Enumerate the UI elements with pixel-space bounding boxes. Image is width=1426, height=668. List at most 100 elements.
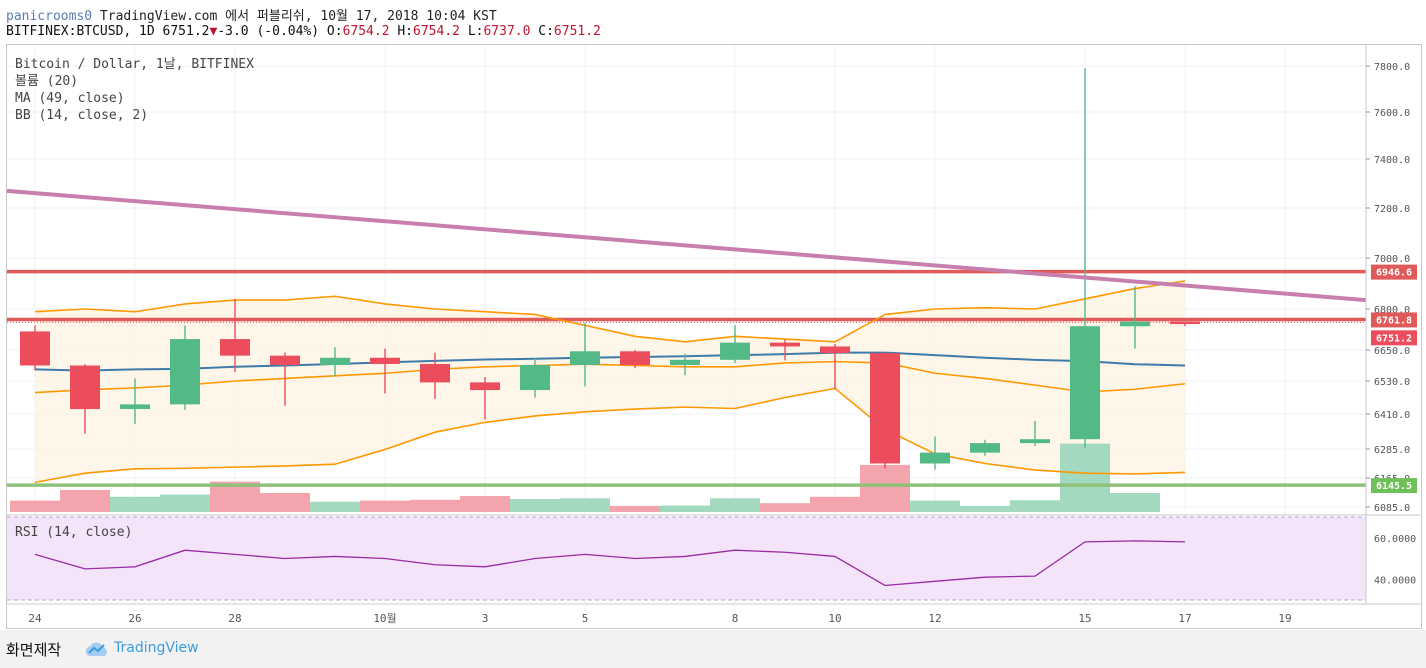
price-tick-label-7: 6530.0 [1374,377,1410,388]
brand-name[interactable]: TradingView [114,640,199,656]
rsi-tick-label-1: 40.0000 [1374,575,1416,586]
down-arrow-icon: ▼ [209,24,218,39]
volume-bar-1 [60,489,110,512]
ma-49-line [34,351,1186,372]
made-label: 화면제작 [6,641,62,659]
ohlc-3-key: C: [538,24,554,39]
candle-body-6 [320,357,350,365]
rsi-legend: RSI (14, close) [15,525,132,540]
price-tick-label-4: 7000.0 [1374,254,1410,265]
price-tick-label-2: 7400.0 [1374,155,1410,166]
candle-body-9 [470,382,500,391]
trendline [6,188,1367,303]
chart-header: panicrooms0 TradingView.com 에서 퍼블리쉬, 10월… [0,0,1426,44]
x-tick-label-5: 5 [582,612,589,625]
volume-bar-2 [110,496,160,512]
volume-bar-18 [910,500,960,512]
candle-body-20 [1020,439,1050,444]
price-label-box-1 [1371,312,1417,328]
ohlc-2-key: L: [467,24,484,39]
candle-body-2 [120,404,150,410]
x-tick-label-4: 3 [482,612,489,625]
candle-body-22 [1120,321,1150,327]
candle-body-17 [870,353,900,464]
price-label-box-0 [1371,264,1417,280]
price-tick-label-5: 6800.0 [1374,305,1410,316]
price-label-text-3: 6145.5 [1376,481,1412,492]
ohlc-2-value: 6737.0 [483,24,531,39]
price-tick-label-6: 6650.0 [1374,346,1410,357]
x-tick-label-6: 8 [732,612,739,625]
x-tick-label-11: 19 [1278,612,1291,625]
volume-bars [10,443,1160,512]
candle-body-0 [20,331,50,366]
price-tick-label-9: 6285.0 [1374,445,1410,456]
price-label-text-1: 6761.8 [1376,315,1412,326]
bb-middle-line [34,360,1186,394]
author-name[interactable]: panicrooms0 [6,9,93,24]
volume-bar-12 [610,505,660,512]
bollinger-lines [34,280,1186,484]
cloud-logo-icon [85,642,107,656]
candle-body-14 [720,342,750,360]
volume-bar-20 [1010,500,1060,512]
symbol-line: BITFINEX:BTCUSD, 1D 6751.2▼-3.0 (-0.04%)… [6,24,601,39]
legend-line-3: BB (14, close, 2) [15,108,148,123]
candle-body-13 [670,359,700,365]
descending-trendline [6,188,1367,303]
volume-bar-9 [460,496,510,512]
volume-bar-22 [1110,493,1160,512]
publish-text: TradingView.com 에서 퍼블리쉬, 10월 17, 2018 10… [99,9,497,24]
price-label-box-2 [1371,330,1417,346]
candle-body-1 [70,365,100,410]
ohlc-1-value: 6754.2 [413,24,460,39]
legend-line-2: MA (49, close) [15,91,125,106]
volume-bar-8 [410,499,460,512]
x-tick-label-7: 10 [828,612,841,625]
candle-body-5 [270,355,300,365]
change-text: -3.0 (-0.04%) [217,24,320,39]
volume-bar-5 [260,493,310,512]
volume-bar-6 [310,501,360,512]
volume-bar-11 [560,498,610,512]
x-tick-label-9: 15 [1078,612,1091,625]
horizontal-lines [7,269,1366,487]
candle-body-12 [620,351,650,365]
bb-upper-line [34,280,1186,343]
price-tick-label-3: 7200.0 [1374,204,1410,215]
volume-bar-0 [10,500,60,512]
candle-body-15 [770,342,800,347]
volume-bar-19 [960,505,1010,512]
candle-body-4 [220,339,250,356]
volume-bar-3 [160,494,210,512]
price-label-box-3 [1371,478,1417,494]
candle-body-10 [520,364,550,391]
price-tick-label-1: 7600.0 [1374,108,1410,119]
candle-body-21 [1070,326,1100,440]
publish-line: panicrooms0 TradingView.com 에서 퍼블리쉬, 10월… [6,5,497,24]
candles [20,68,1200,470]
symbol-text: BITFINEX:BTCUSD, 1D 6751.2 [6,24,210,39]
axes: 7800.0 7600.0 7400.0 7200.0 7000.0 6800.0 6650… [7,45,1420,625]
rsi-background [7,517,1366,600]
moving-average-line [34,351,1186,372]
rsi-panel [7,514,1420,601]
price-tick-label-11: 6085.0 [1374,503,1410,514]
ohlc-0-key: O: [326,24,343,39]
x-tick-label-2: 28 [228,612,241,625]
volume-bar-14 [710,498,760,512]
x-tick-label-1: 26 [128,612,141,625]
ohlc-1-key: H: [397,24,414,39]
chart-legend: Bitcoin / Dollar, 1날, BITFINEX 볼륨 (20) M… [15,57,254,540]
candle-body-16 [820,346,850,354]
footer: 화면제작 TradingView [0,630,1426,668]
volume-bar-7 [360,500,410,512]
legend-line-0: Bitcoin / Dollar, 1날, BITFINEX [15,57,254,72]
candle-body-19 [970,443,1000,453]
ohlc-3-value: 6751.2 [553,24,601,39]
rsi-line [34,540,1186,587]
volume-bar-21 [1060,443,1110,512]
x-tick-label-8: 12 [928,612,941,625]
candle-body-3 [170,339,200,405]
